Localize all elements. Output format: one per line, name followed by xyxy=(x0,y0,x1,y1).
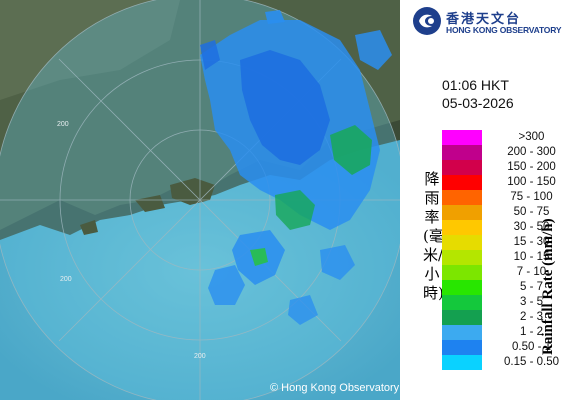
legend-swatch xyxy=(442,295,482,310)
legend-row: 75 - 100 xyxy=(442,190,577,205)
legend-swatch xyxy=(442,190,482,205)
range-label: 200 xyxy=(57,121,69,128)
hko-logo-icon xyxy=(413,7,441,35)
legend-swatch xyxy=(442,250,482,265)
legend-swatch xyxy=(442,325,482,340)
legend-label: 50 - 75 xyxy=(513,206,550,218)
logo-english-name: HONG KONG OBSERVATORY xyxy=(446,25,562,35)
legend-label: 7 - 10 xyxy=(516,266,547,278)
legend-label: 0.15 - 0.50 xyxy=(504,356,559,368)
legend-title-english: Rainfall Rate (mm/h) xyxy=(540,218,556,355)
island-lantau xyxy=(135,195,165,212)
legend-label: 10 - 15 xyxy=(513,251,550,263)
legend-swatch xyxy=(442,175,482,190)
legend-label: 75 - 100 xyxy=(510,191,553,203)
legend-title-english-wrap: Rainfall Rate (mm/h) xyxy=(540,175,558,355)
legend-row: 10 - 15 xyxy=(442,250,577,265)
legend-row: 150 - 200 xyxy=(442,160,577,175)
legend-swatch xyxy=(442,220,482,235)
hko-logo: 香港天文台 HONG KONG OBSERVATORY xyxy=(412,6,577,38)
legend-row: 7 - 10 xyxy=(442,265,577,280)
legend-label: >300 xyxy=(518,131,545,143)
legend-label: 15 - 30 xyxy=(513,236,550,248)
legend-row: 200 - 300 xyxy=(442,145,577,160)
range-label: 200 xyxy=(60,276,72,283)
land-north xyxy=(0,0,180,100)
legend-label: 30 - 50 xyxy=(513,221,550,233)
observation-date: 05-03-2026 xyxy=(442,95,514,111)
legend-label: 1 - 2 xyxy=(519,326,543,338)
range-label: 200 xyxy=(194,353,206,360)
legend-swatch xyxy=(442,280,482,295)
legend-swatch xyxy=(442,145,482,160)
legend-row: 2 - 3 xyxy=(442,310,577,325)
legend-row: 3 - 5 xyxy=(442,295,577,310)
legend-label: 5 - 7 xyxy=(519,281,543,293)
legend-row: 1 - 2 xyxy=(442,325,577,340)
legend-swatch xyxy=(442,130,482,145)
legend-row: 15 - 30 xyxy=(442,235,577,250)
observation-time: 01:06 HKT xyxy=(442,77,509,93)
legend-label: 0.50 - 1 xyxy=(512,341,551,353)
island-hong-kong xyxy=(170,178,215,205)
island-small xyxy=(80,220,98,235)
legend-label: 200 - 300 xyxy=(507,146,556,158)
legend-row: 0.15 - 0.50 xyxy=(442,355,577,370)
legend-row: 50 - 75 xyxy=(442,205,577,220)
legend-swatch xyxy=(442,235,482,250)
legend-swatch xyxy=(442,340,482,355)
legend-row: 100 - 150 xyxy=(442,175,577,190)
legend-label: 150 - 200 xyxy=(507,161,556,173)
legend-row: 30 - 50 xyxy=(442,220,577,235)
legend-row: 0.50 - 1 xyxy=(442,340,577,355)
legend-label: 100 - 150 xyxy=(507,176,556,188)
radar-map-canvas: 200 200 200 xyxy=(0,0,400,400)
legend-panel: 香港天文台 HONG KONG OBSERVATORY 01:06 HKT 05… xyxy=(400,0,577,400)
logo-chinese-name: 香港天文台 xyxy=(446,12,522,27)
legend-swatch xyxy=(442,355,482,370)
legend-label: 2 - 3 xyxy=(519,311,543,323)
legend-swatch xyxy=(442,310,482,325)
copyright-text: © Hong Kong Observatory xyxy=(270,382,400,394)
legend-swatch xyxy=(442,205,482,220)
radar-map: 200 200 200 © Hong Kong Observatory xyxy=(0,0,400,400)
legend-swatch xyxy=(442,265,482,280)
legend-title-chinese: 降雨率(毫米/小時) xyxy=(423,170,444,302)
legend-label: 3 - 5 xyxy=(519,296,543,308)
legend-row: 5 - 7 xyxy=(442,280,577,295)
rain-echoes xyxy=(200,10,392,325)
legend-swatch xyxy=(442,160,482,175)
legend-row: >300 xyxy=(442,130,577,145)
